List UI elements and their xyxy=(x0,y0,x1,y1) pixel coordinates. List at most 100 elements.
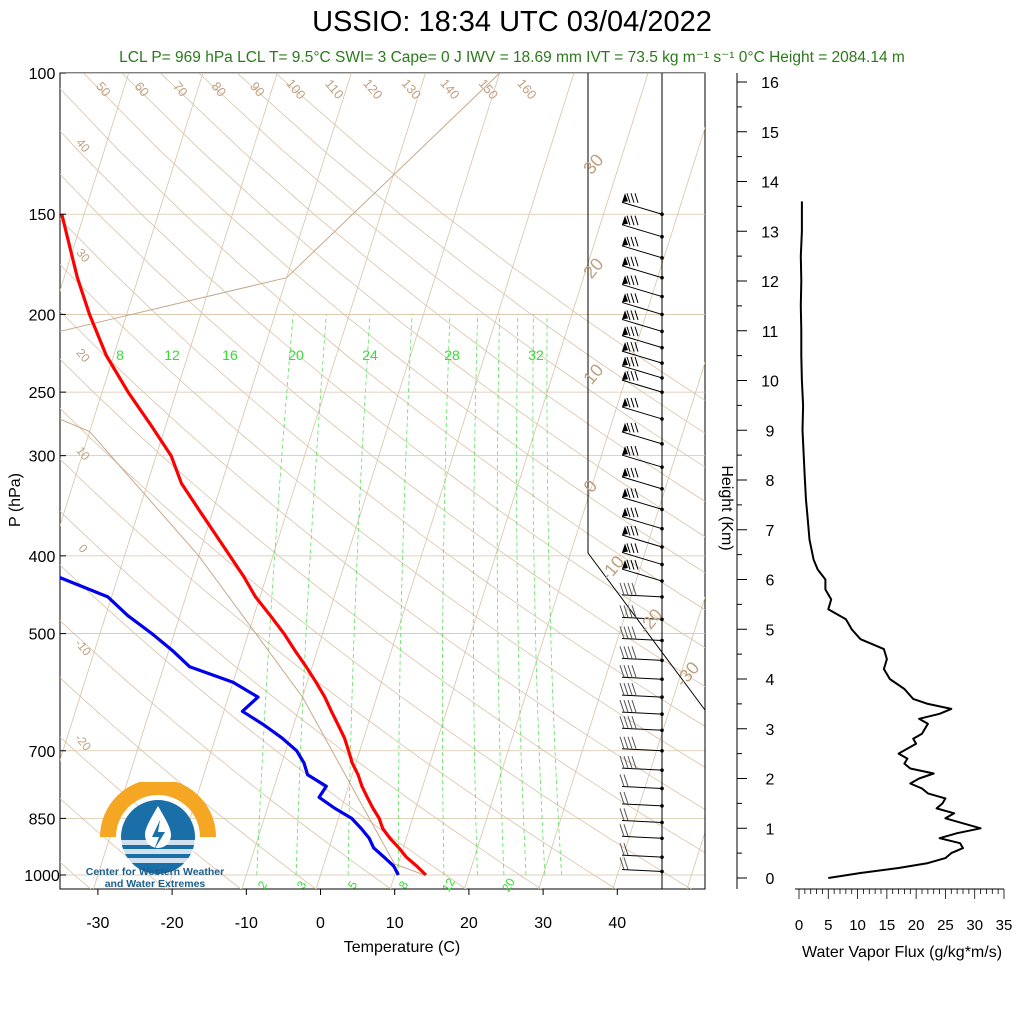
wind-barb-staff xyxy=(621,594,663,598)
mixing-label-top: 12 xyxy=(164,347,180,363)
mixing-ratio-line xyxy=(441,314,451,876)
wind-barb-feather xyxy=(626,445,631,456)
wind-barb-dot xyxy=(660,677,664,682)
wind-barb-feather xyxy=(623,736,629,749)
flux-x-label: Water Vapor Flux (g/kg*m/s) xyxy=(802,944,1002,961)
wind-barb-staff xyxy=(621,551,663,565)
isotherm-line xyxy=(60,73,130,292)
p-tick-label: 300 xyxy=(29,449,56,466)
wind-barb-feather xyxy=(626,356,631,367)
wind-barb-feather xyxy=(623,682,629,696)
p-tick-label: 200 xyxy=(29,307,56,324)
wind-barb-staff xyxy=(621,657,663,661)
wind-barb-flag xyxy=(622,526,628,536)
wind-barb-feather xyxy=(627,626,633,639)
wind-barb-staff xyxy=(621,694,663,698)
wind-barb-staff xyxy=(621,534,663,548)
isotherm-label-left: 10 xyxy=(73,444,93,463)
isotherm-label-right: 10 xyxy=(579,360,607,388)
wind-barb-feather xyxy=(634,215,639,226)
wind-barb-feather xyxy=(630,370,635,381)
wind-barb-dot xyxy=(660,442,664,446)
wind-barb-feather xyxy=(634,525,639,536)
wind-barb-feather xyxy=(623,791,629,805)
wind-barb-feather xyxy=(631,646,637,659)
wind-barb-feather xyxy=(626,422,631,433)
mixing-ratio-line xyxy=(256,314,294,876)
wind-barb-dot xyxy=(660,256,664,260)
isotherm-line xyxy=(464,126,705,889)
parcel-line xyxy=(60,73,501,876)
wind-barb-feather xyxy=(626,341,631,352)
adiabat-label: 140 xyxy=(437,76,462,102)
wind-barb-feather xyxy=(634,275,639,286)
wind-barb-feather xyxy=(623,857,629,870)
wind-barb-feather xyxy=(623,774,629,787)
wind-barb-feather xyxy=(626,397,631,408)
flux-x-tick-label: 10 xyxy=(849,917,866,934)
wind-barb-flag xyxy=(622,342,628,352)
wind-barb-staff xyxy=(621,727,663,731)
wind-barb-feather xyxy=(626,236,631,247)
x-axis-label: Temperature (C) xyxy=(344,939,460,956)
wind-barb-flag xyxy=(622,293,628,303)
isotherm-line xyxy=(538,361,705,889)
wind-barb-flag xyxy=(622,356,628,366)
p-tick-label: 700 xyxy=(29,744,56,761)
wind-barb-feather xyxy=(631,736,637,749)
wind-barb-feather xyxy=(623,716,629,729)
wind-barb-feather xyxy=(619,736,625,749)
wind-barb-feather xyxy=(619,682,625,696)
wind-barb-feather xyxy=(634,488,639,498)
flux-x-tick-label: 0 xyxy=(795,917,803,934)
wind-barb-staff xyxy=(621,201,663,215)
isotherm-line xyxy=(60,73,204,527)
dry-adiabat-line xyxy=(60,88,705,611)
wind-barb-feather xyxy=(619,582,625,596)
logo-sun-arc xyxy=(100,782,216,837)
flux-y-tick-label: 14 xyxy=(761,175,779,192)
isotherm-line xyxy=(612,596,705,889)
wind-barb-feather xyxy=(630,256,635,267)
wind-barb-feather xyxy=(627,646,633,659)
adiabat-label: 80 xyxy=(209,79,230,100)
wind-barb-dot xyxy=(660,855,664,859)
wind-barb-feather xyxy=(631,682,637,696)
wind-barb-feather xyxy=(631,605,637,618)
wind-barb-flag xyxy=(622,507,628,517)
dry-adiabat-line xyxy=(60,620,392,889)
flux-x-tick-label: 20 xyxy=(908,917,925,934)
wind-barb-dot xyxy=(660,361,664,365)
wind-barb-feather xyxy=(631,699,637,713)
wind-barb-flag xyxy=(622,446,628,456)
wind-barb-feather xyxy=(630,543,635,554)
adiabat-label: 120 xyxy=(360,76,385,102)
dry-adiabat-line xyxy=(60,564,467,889)
wind-barb-flag xyxy=(622,371,628,381)
wind-barb-feather xyxy=(634,507,639,518)
water-vapor-flux-line xyxy=(799,201,982,879)
wind-barb-staff xyxy=(621,767,663,771)
dry-adiabat-line xyxy=(60,458,617,889)
wind-barb-feather xyxy=(623,626,629,639)
wind-barb-feather xyxy=(630,215,635,226)
flux-y-tick-label: 15 xyxy=(761,125,779,142)
dry-adiabat-line xyxy=(60,310,705,810)
wind-barb-feather xyxy=(619,791,625,805)
wind-barb-staff xyxy=(621,637,663,641)
wind-barb-feather xyxy=(634,422,639,433)
wind-barb-dot xyxy=(660,617,664,622)
wind-barb-feather xyxy=(630,236,635,247)
flux-y-tick-label: 9 xyxy=(766,423,775,440)
isotherm-line xyxy=(389,73,649,889)
y-axis-label: P (hPa) xyxy=(7,473,24,527)
flux-y-tick-label: 11 xyxy=(762,324,779,341)
adiabat-label: 130 xyxy=(399,76,424,102)
temperature-trace xyxy=(60,213,428,877)
wind-barb-dot xyxy=(660,579,664,583)
wind-barb-staff xyxy=(621,335,663,349)
wind-barb-dot xyxy=(660,712,664,716)
